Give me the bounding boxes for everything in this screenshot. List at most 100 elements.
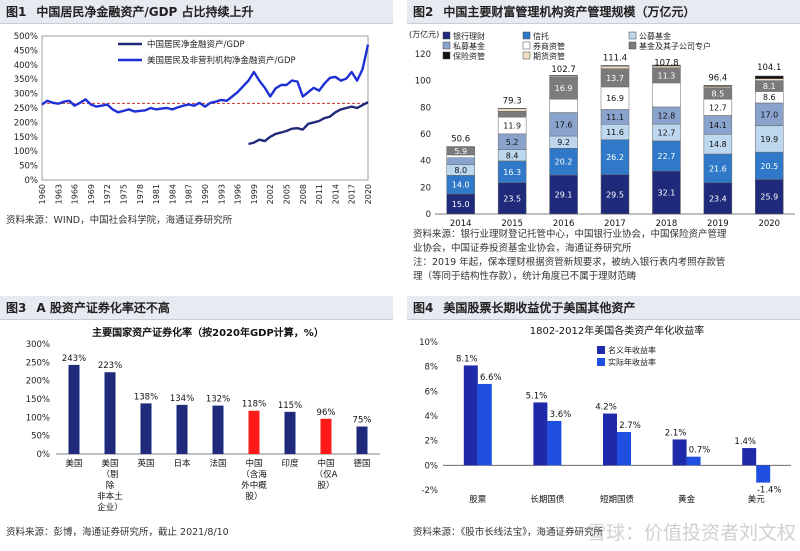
segment-label: 11.9 (503, 121, 521, 130)
legend-label: 私募基金 (453, 41, 485, 51)
stack-segment (600, 65, 630, 67)
segment-label: 17.0 (760, 110, 778, 119)
segment-label: 32.1 (658, 189, 676, 198)
stack-segment (755, 125, 784, 153)
legend-label: 期货资管 (533, 51, 565, 61)
segment-label: 29.5 (606, 190, 624, 199)
segment-label: 20.2 (555, 158, 573, 167)
fig2-panel: 图2 中国主要财富管理机构资产管理规模（万亿元） (万亿元) 0 20 40 60 80 10… (407, 0, 800, 285)
total-label: 111.4 (603, 53, 627, 63)
x-tick-label: 2020 (758, 219, 780, 228)
segment-label: 11.3 (658, 71, 676, 80)
segment-label: 13.7 (606, 74, 624, 83)
segment-label: 16.9 (555, 84, 573, 93)
stack-segment (652, 170, 681, 215)
x-tick-label: 2014 (331, 184, 340, 204)
bar (248, 410, 260, 454)
stack-segment (600, 139, 630, 175)
stack-segment (652, 82, 681, 108)
x-tick-label: （含海 (241, 469, 267, 480)
fig4-grouped-bar-chart: 1802-2012年美国各类资产年化收益率 -2% 0% 2% 4% 6% 8% 10% 8.1… (419, 324, 791, 505)
fig4-source: 资料来源：《股市长线法宝》，海通证券研究所 (413, 527, 604, 538)
series-line-1 (41, 44, 370, 114)
value-label-1: 2.7% (619, 421, 641, 431)
stack-segment (652, 140, 681, 172)
x-tick-label: 美元 (748, 494, 766, 505)
y-tick-label: 80 (420, 103, 431, 113)
value-label: 115% (278, 401, 302, 411)
x-tick-label: 1972 (103, 184, 112, 204)
fig2-stacked-bar-chart: (万亿元) 0 20 40 60 80 100 120 15.0 14.0 8.0 5.9 50.6 20… (409, 29, 795, 228)
y-tick-label: 120 (415, 50, 431, 60)
y-tick-label: 6% (425, 387, 439, 397)
x-tick-label: 美国 (65, 458, 82, 469)
x-tick-label: 1969 (87, 184, 96, 204)
fig1-number: 图1 (6, 5, 27, 19)
fig3-panel: 图3 A 股资产证券化率还不高 主要国家资产证券化率（按2020年GDP计算，%）… (0, 296, 393, 551)
stack-segment (755, 75, 784, 79)
legend-swatch-1 (597, 358, 605, 366)
segment-label: 11.6 (606, 128, 624, 137)
x-tick-label: 1996 (234, 184, 243, 204)
fig2-title-bar: 图2 中国主要财富管理机构资产管理规模（万亿元） (407, 0, 800, 24)
stack-segment (549, 174, 578, 215)
fig2-source-line-2: 业协会，中国证券投资基金业协会，海通证券研究所 (413, 243, 632, 254)
x-tick-label: 1993 (217, 184, 226, 204)
legend-label-1: 美国居民及非营利机构净金融资产/GDP (147, 55, 296, 66)
segment-label: 12.7 (709, 103, 727, 112)
x-tick-label: 短期国债 (600, 494, 635, 505)
x-tick-label: 1975 (120, 184, 129, 204)
stack-segment (703, 182, 733, 215)
total-label: 96.4 (708, 73, 727, 83)
total-label: 104.1 (757, 63, 781, 73)
fig2-number: 图2 (413, 5, 434, 19)
bar-0 (533, 402, 548, 466)
x-tick-label: 中国 (245, 458, 262, 469)
fig4-number: 图4 (413, 301, 434, 315)
chart-title: 主要国家资产证券化率（按2020年GDP计算，%） (92, 326, 324, 339)
x-tick-label: 2005 (283, 184, 292, 204)
x-tick-label: 2015 (501, 219, 523, 228)
segment-label: 12.8 (658, 111, 676, 120)
y-tick-label: 0% (425, 461, 439, 471)
unit-label: (万亿元) (409, 29, 439, 39)
value-label: 132% (206, 395, 230, 405)
x-tick-label: 黄金 (678, 494, 696, 505)
y-tick-label: 50% (31, 432, 50, 442)
x-tick-label: 德国 (353, 458, 370, 469)
x-tick-label: 2016 (553, 219, 575, 228)
segment-label: 26.2 (606, 153, 624, 162)
x-tick-label: 2020 (364, 184, 373, 204)
segment-label: 8.0 (454, 166, 467, 175)
bar (140, 403, 152, 454)
stack-segment (755, 179, 784, 215)
x-tick-label: 非本土 (97, 491, 123, 502)
fig4-watermark: 雪球：价值投资者刘文权 (586, 522, 796, 544)
segment-label: 11.1 (606, 113, 624, 122)
x-tick-label: 股票 (469, 495, 487, 505)
legend-swatch (442, 51, 451, 60)
segment-label: 12.7 (658, 128, 676, 137)
bar (320, 418, 332, 454)
legend-swatch (442, 31, 451, 40)
y-tick-label: 150% (14, 133, 38, 143)
stack-segment (497, 110, 527, 118)
segment-label: 8.4 (506, 151, 519, 160)
y-tick-label: 150% (26, 395, 50, 405)
bar-1 (477, 383, 492, 466)
y-tick-label: 200% (26, 377, 50, 387)
stack-segment (703, 85, 733, 87)
legend-label: 基金及其子公司专户 (639, 41, 711, 51)
x-tick-label: 1984 (168, 184, 177, 204)
fig2-source-line-4: 理（等同于结构性存款），统计角度已不属于理财范畴 (413, 271, 637, 282)
fig1-title: 中国居民净金融资产/GDP 占比持续上升 (36, 5, 254, 19)
segment-label: 22.7 (658, 152, 676, 161)
segment-label: 15.0 (452, 200, 470, 209)
bar (212, 405, 224, 454)
bar-1 (617, 432, 631, 466)
fig1-line-chart: 0% 50% 100% 150% 200% 250% 300% 350% 400% 450% 500… (14, 32, 373, 204)
y-tick-label: 2% (425, 437, 439, 447)
segment-label: 19.9 (760, 135, 778, 144)
x-tick-label: 英国 (137, 458, 154, 469)
stack-segment (497, 108, 527, 112)
